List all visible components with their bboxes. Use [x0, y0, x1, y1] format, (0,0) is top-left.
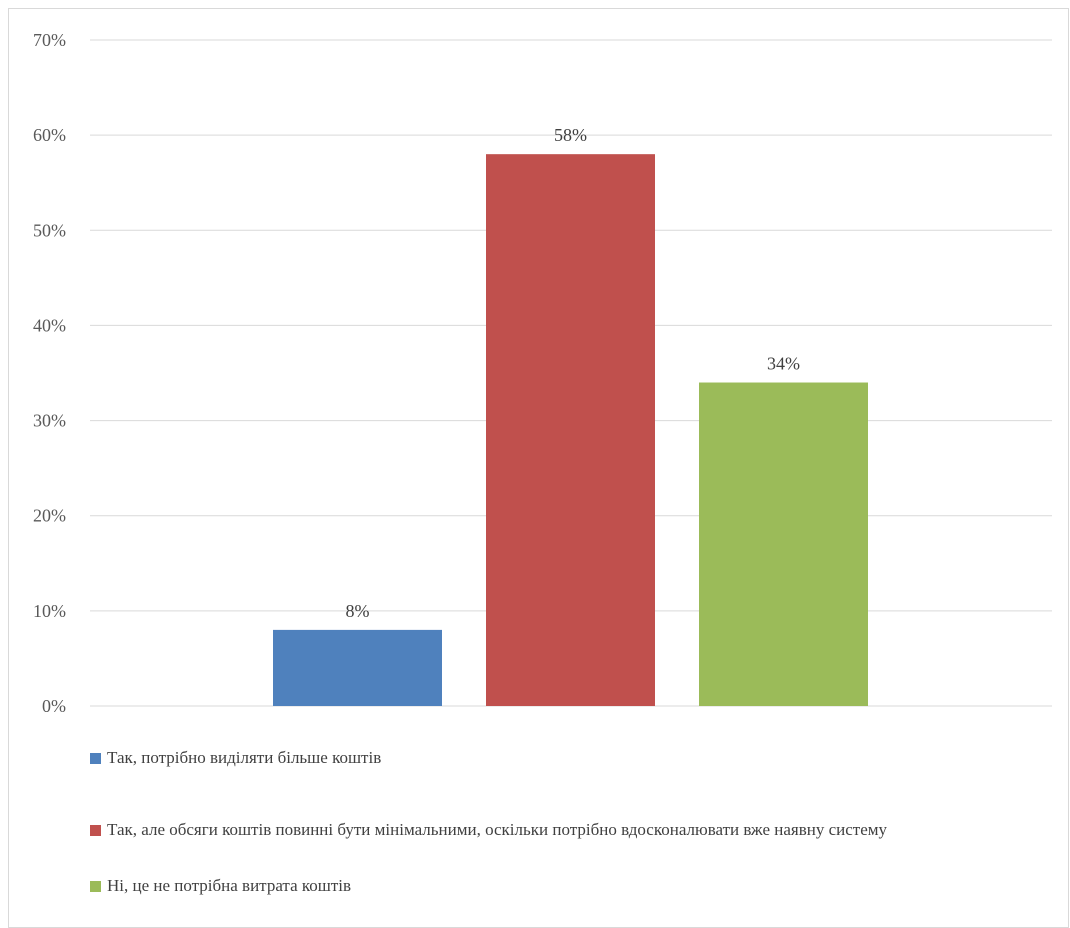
data-label: 58% [554, 125, 587, 145]
bar [486, 154, 655, 706]
bars [273, 154, 868, 706]
legend-label: Ні, це не потрібна витрата коштів [107, 876, 352, 895]
data-labels: 8% 58% 34% [346, 125, 801, 621]
legend-swatch [90, 881, 101, 892]
y-tick-label: 30% [33, 411, 66, 431]
y-tick-label: 0% [42, 696, 66, 716]
bar [699, 382, 868, 706]
legend-item: Так, але обсяги коштів повинні бути міні… [90, 818, 987, 842]
y-tick-label: 60% [33, 125, 66, 145]
y-tick-label: 40% [33, 315, 66, 335]
legend-swatch [90, 825, 101, 836]
legend-item: Ні, це не потрібна витрата коштів [90, 874, 987, 898]
legend-label: Так, але обсяги коштів повинні бути міні… [107, 820, 887, 839]
legend-swatch [90, 753, 101, 764]
y-tick-label: 20% [33, 506, 66, 526]
y-tick-label: 10% [33, 601, 66, 621]
y-tick-label: 50% [33, 220, 66, 240]
bar-chart: 0% 10% 20% 30% 40% 50% 60% 70% 8% 58% 34% [33, 30, 1052, 716]
legend-item: Так, потрібно виділяти більше коштів [90, 746, 987, 770]
bar [273, 629, 442, 706]
y-tick-label: 70% [33, 30, 66, 50]
y-axis-tick-labels: 0% 10% 20% 30% 40% 50% 60% 70% [33, 30, 66, 716]
legend-label: Так, потрібно виділяти більше коштів [107, 748, 382, 767]
data-label: 8% [346, 601, 370, 621]
data-label: 34% [767, 354, 800, 374]
